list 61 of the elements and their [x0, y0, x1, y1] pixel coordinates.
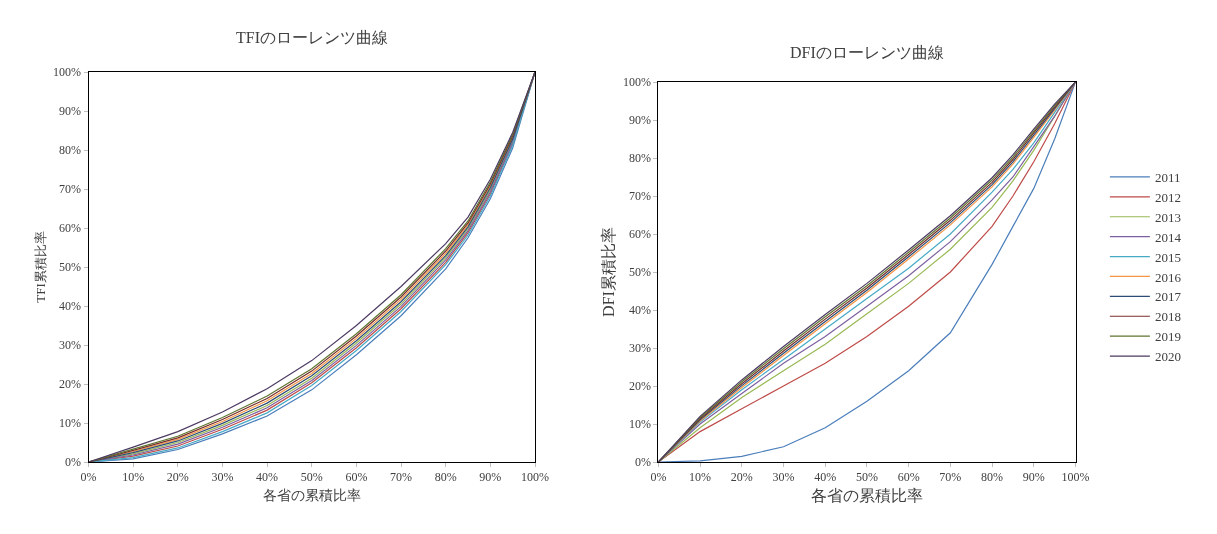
y-tick-label: 50%: [628, 265, 651, 280]
legend-label: 2017: [1154, 289, 1182, 305]
x-tick-label: 60%: [897, 470, 920, 485]
x-tick-label: 20%: [166, 470, 189, 485]
x-tick-label: 10%: [122, 470, 145, 485]
y-tick-label: 40%: [59, 299, 82, 314]
y-tick-label: 90%: [59, 104, 82, 119]
x-tick-label: 100%: [521, 470, 549, 485]
x-tick-label: 30%: [772, 470, 795, 485]
x-tick-label: 80%: [434, 470, 457, 485]
x-tick-label: 40%: [814, 470, 837, 485]
y-tick-label: 10%: [628, 417, 651, 432]
chart-title: DFIのローレンツ曲線: [790, 44, 944, 61]
y-tick-label: 30%: [628, 341, 651, 356]
line-series: [658, 82, 1076, 462]
x-tick-label: 60%: [345, 470, 368, 485]
x-tick-label: 20%: [730, 470, 753, 485]
x-axis-title: 各省の累積比率: [810, 487, 923, 505]
legend-label: 2013: [1154, 209, 1181, 225]
x-tick-label: 90%: [1022, 470, 1045, 485]
legend-label: 2011: [1154, 170, 1181, 186]
y-tick-label: 80%: [59, 143, 82, 158]
y-tick-label: 100%: [622, 75, 651, 90]
y-tick-label: 0%: [65, 455, 82, 470]
y-tick-label: 50%: [59, 260, 82, 275]
y-axis-title: DFI累積比率: [599, 227, 617, 317]
legend-label: 2016: [1154, 269, 1182, 285]
x-tick-label: 90%: [479, 470, 502, 485]
x-tick-label: 50%: [300, 470, 323, 485]
y-tick-label: 0%: [634, 455, 651, 470]
y-tick-label: 80%: [628, 151, 651, 166]
x-axis-title: 各省の累積比率: [262, 487, 361, 503]
x-tick-label: 50%: [855, 470, 878, 485]
x-tick-label: 70%: [939, 470, 962, 485]
y-tick-label: 60%: [628, 227, 651, 242]
y-tick-label: 20%: [628, 379, 651, 394]
x-tick-label: 10%: [689, 470, 712, 485]
y-tick-label: 90%: [628, 113, 651, 128]
x-tick-label: 0%: [650, 470, 667, 485]
chart-title: TFIのローレンツ曲線: [236, 29, 388, 46]
legend-label: 2015: [1154, 249, 1181, 265]
y-tick-label: 10%: [59, 416, 82, 431]
legend-label: 2018: [1154, 309, 1181, 325]
x-tick-label: 70%: [390, 470, 413, 485]
y-axis-title: TFI累積比率: [33, 231, 49, 303]
x-tick-label: 80%: [981, 470, 1004, 485]
legend-label: 2020: [1154, 349, 1181, 365]
x-tick-label: 0%: [80, 470, 97, 485]
y-tick-label: 30%: [59, 338, 82, 353]
legend-label: 2012: [1154, 189, 1181, 205]
x-tick-label: 40%: [256, 470, 279, 485]
y-tick-label: 70%: [628, 189, 651, 204]
x-tick-label: 100%: [1061, 470, 1090, 485]
y-tick-label: 20%: [59, 377, 82, 392]
x-tick-label: 30%: [211, 470, 234, 485]
y-tick-label: 70%: [59, 182, 82, 197]
legend-label: 2014: [1154, 229, 1182, 245]
y-tick-label: 60%: [59, 221, 82, 236]
y-tick-label: 40%: [628, 303, 651, 318]
y-tick-label: 100%: [53, 65, 82, 80]
legend-label: 2019: [1154, 329, 1181, 345]
